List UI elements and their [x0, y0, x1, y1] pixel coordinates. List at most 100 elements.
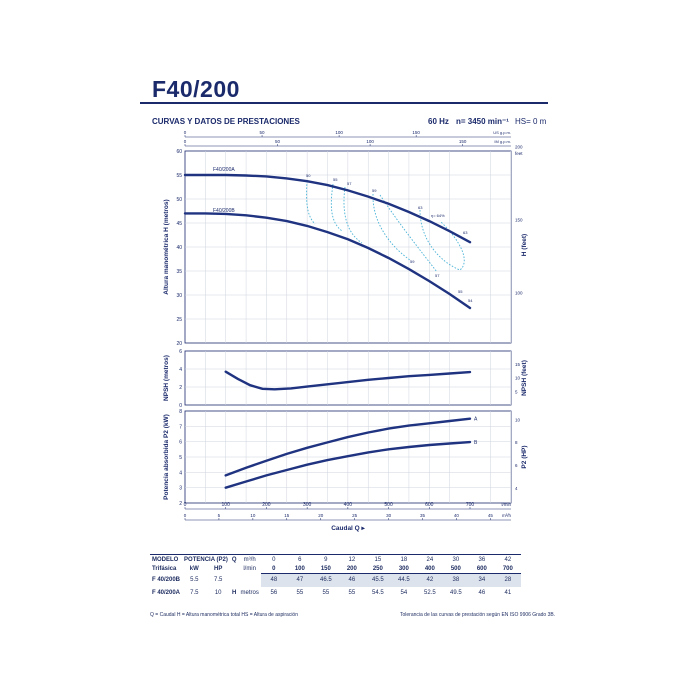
lmin-tick-label: 700	[466, 502, 475, 508]
title-rule	[140, 102, 548, 104]
head-curve-a	[183, 173, 472, 244]
table-row: F 40/200B 5.5 7.5 48 47 46.5 46 45.5 44.5 42 38 34 2…	[150, 573, 521, 587]
head-ytick-label: 35	[176, 269, 182, 275]
row-h-value: 45.5	[364, 573, 391, 587]
lmin-tick-label: 0	[184, 502, 187, 508]
efficiency-label: 50	[306, 173, 311, 178]
head-ytick-label: 25	[176, 317, 182, 323]
im-gpm-tick-label: 0	[184, 139, 187, 144]
power-curve-a	[224, 417, 472, 477]
m3h-tick-label: 35	[420, 513, 426, 518]
power-ytick-label: 6	[179, 440, 182, 446]
npsh-feet-tick-label: 15	[515, 362, 521, 367]
row-h-value: 34	[468, 573, 495, 587]
npsh-ytick-label: 4	[179, 367, 182, 373]
row-h-unit	[238, 574, 260, 587]
speed-label: n= 3450 min⁻¹	[456, 117, 509, 126]
m3h-tick-label: 0	[184, 513, 187, 518]
q-m3h-value: 15	[364, 554, 391, 564]
suction-height-label: HS= 0 m	[515, 117, 547, 126]
q-lmin-value: 400	[416, 564, 443, 574]
row-h-value: 54.5	[371, 590, 384, 596]
row-kw: 7.5	[190, 590, 199, 596]
section-subtitle: CURVAS Y DATOS DE PRESTACIONES	[152, 117, 300, 126]
head-ytick-label: 30	[176, 293, 182, 299]
power-hp-tick-label: 8	[515, 440, 518, 445]
header-kw: kW	[189, 565, 199, 572]
npsh-ylabel: NPSH (metros)	[163, 355, 170, 401]
im-gpm-tick-label: 50	[275, 139, 281, 144]
lmin-tick-label: 600	[425, 502, 434, 508]
head-feet-unit: feet	[515, 151, 523, 156]
q-lmin-value: 300	[390, 564, 417, 574]
us-gpm-tick-label: 0	[184, 130, 187, 135]
head-ylabel-right: H (feet)	[521, 234, 528, 256]
q-lmin-value: 500	[442, 564, 469, 574]
lmin-tick-label: 500	[384, 502, 393, 508]
im-gpm-tick-label: 100	[366, 139, 374, 144]
row-h-value: 55	[296, 590, 304, 596]
efficiency-label: 59	[410, 259, 415, 264]
row-h-value: 46.5	[312, 573, 339, 587]
head-curve-b	[183, 212, 472, 310]
m3h-tick-label: 5	[218, 513, 221, 518]
q-lmin-value: 700	[494, 564, 521, 574]
row-h-value: 38	[442, 573, 469, 587]
efficiency-label: 57	[435, 273, 440, 278]
npsh-feet-tick-label: 10	[515, 376, 521, 381]
header-spacer	[230, 564, 239, 574]
power-ytick-label: 8	[179, 409, 182, 415]
lmin-tick-label: 100	[222, 502, 231, 508]
efficiency-label: 54	[468, 298, 473, 303]
frequency-label: 60 Hz	[428, 117, 449, 126]
npsh-ylabel-right: NPSH (feet)	[521, 360, 528, 396]
row-h-value: 41	[504, 590, 512, 596]
us-gpm-tick-label: 100	[335, 130, 343, 135]
npsh-feet-tick-label: 5	[515, 389, 518, 394]
power-ytick-label: 4	[179, 470, 182, 476]
row-h-label: H	[231, 590, 237, 596]
row-h-value: 56	[270, 590, 278, 596]
iso-efficiency-curve	[306, 180, 316, 225]
power-ytick-label: 2	[179, 501, 182, 507]
row-h-value: 47	[286, 573, 313, 587]
x-axis-label: Caudal Q ▸	[331, 525, 365, 532]
q-m3h-value: 12	[338, 554, 365, 564]
efficiency-label: 57	[347, 181, 352, 186]
power-hp-tick-label: 10	[515, 417, 521, 422]
row-h-label	[230, 574, 239, 587]
head-feet-tick-label: 200	[515, 144, 523, 149]
head-curve-b-label: F40/200B	[213, 208, 235, 214]
efficiency-label: 63	[463, 230, 468, 235]
q-lmin-value: 0	[260, 564, 287, 574]
head-feet-tick-label: 150	[515, 218, 523, 223]
row-hp: 10	[214, 590, 222, 596]
efficiency-label: η= 64%	[431, 213, 445, 218]
row-h-value: 46	[338, 573, 365, 587]
m3h-unit: m³/h	[502, 513, 511, 518]
row-h-value: 46	[478, 590, 486, 596]
efficiency-label: 63	[418, 205, 423, 210]
row-h-value: 54	[400, 590, 408, 596]
npsh-curve	[224, 370, 472, 391]
head-ylabel: Altura manométrica H (metros)	[163, 199, 170, 294]
q-m3h-value: 0	[260, 554, 287, 564]
q-lmin-value: 250	[364, 564, 391, 574]
table-subheader-row: Trifásica kW HP l/min 0 100 150 200 250 300 400 500…	[150, 564, 521, 574]
lmin-tick-label: 200	[262, 502, 271, 508]
row-h-value: 42	[416, 573, 443, 587]
m3h-tick-label: 30	[386, 513, 392, 518]
us-gpm-tick-label: 150	[412, 130, 420, 135]
m3h-tick-label: 15	[284, 513, 290, 518]
efficiency-label: 59	[372, 188, 377, 193]
footer-legend: Q = Caudal H = Altura manométrica total …	[150, 612, 298, 618]
lmin-unit: l/min	[501, 502, 511, 507]
npsh-ytick-label: 6	[179, 349, 182, 355]
row-h-value: 48	[260, 573, 287, 587]
header-hp: HP	[214, 565, 223, 572]
iso-efficiency-curve	[419, 209, 465, 271]
